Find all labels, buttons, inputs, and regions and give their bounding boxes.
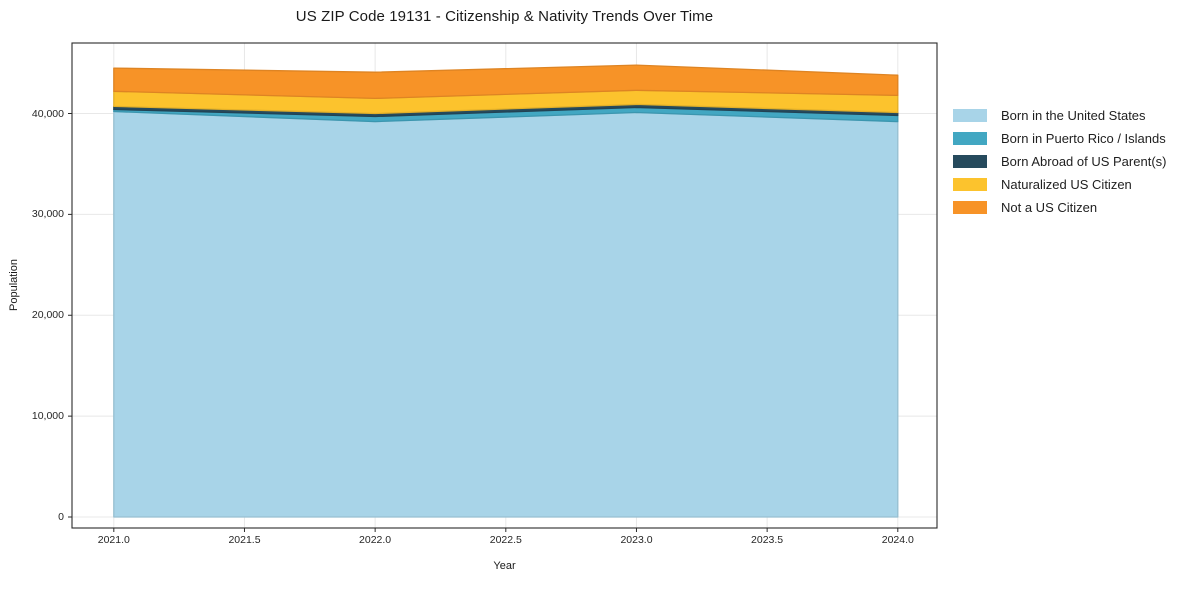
y-tick-label: 30,000 (31, 208, 64, 221)
legend-swatch (953, 201, 987, 214)
legend-item: Born Abroad of US Parent(s) (953, 150, 1166, 173)
legend-swatch (953, 132, 987, 145)
legend-item: Born in the United States (953, 104, 1166, 127)
y-tick-label: 20,000 (31, 309, 64, 322)
legend-item: Not a US Citizen (953, 196, 1166, 219)
legend: Born in the United States Born in Puerto … (953, 104, 1166, 219)
y-tick-label: 10,000 (31, 410, 64, 423)
legend-label: Not a US Citizen (1001, 200, 1098, 215)
x-tick-label: 2022.0 (359, 534, 392, 546)
x-tick-label: 2023.5 (751, 534, 784, 546)
x-tick-label: 2022.5 (489, 534, 522, 546)
area-series-0 (113, 110, 899, 518)
legend-label: Naturalized US Citizen (1001, 177, 1132, 192)
legend-label: Born in the United States (1001, 108, 1146, 123)
y-tick-label: 0 (58, 511, 64, 523)
x-tick-label: 2021.0 (97, 534, 130, 546)
legend-label: Born Abroad of US Parent(s) (1001, 154, 1167, 169)
x-axis-label: Year (493, 560, 516, 572)
legend-swatch (953, 155, 987, 168)
plot-border (71, 42, 938, 529)
x-tick-label: 2024.0 (881, 534, 914, 546)
y-tick-label: 40,000 (31, 107, 64, 120)
legend-item: Naturalized US Citizen (953, 173, 1166, 196)
x-tick-label: 2023.0 (620, 534, 653, 546)
chart-title: US ZIP Code 19131 - Citizenship & Nativi… (295, 8, 714, 25)
legend-swatch (953, 178, 987, 191)
legend-label: Born in Puerto Rico / Islands (1001, 131, 1166, 146)
legend-item: Born in Puerto Rico / Islands (953, 127, 1166, 150)
y-axis-label: Population (8, 259, 20, 311)
area-series-4 (113, 64, 899, 100)
x-tick-label: 2021.5 (228, 534, 261, 546)
legend-swatch (953, 109, 987, 122)
